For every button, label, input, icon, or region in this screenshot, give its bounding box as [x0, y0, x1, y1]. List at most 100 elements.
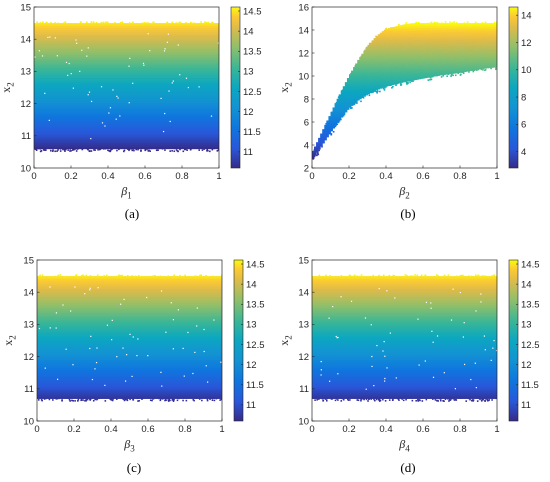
scatter-gap — [220, 361, 222, 363]
scatter-point — [330, 133, 333, 136]
scatter-point — [159, 275, 162, 278]
scatter-gap — [79, 70, 81, 72]
scatter-point — [109, 398, 112, 400]
scatter-point — [217, 149, 219, 151]
colorbar-tick-label: 12 — [521, 360, 532, 371]
scatter-point — [147, 150, 150, 152]
scatter-point — [54, 22, 57, 24]
scatter-point — [437, 275, 439, 277]
scatter-point — [402, 399, 405, 402]
scatter-point — [149, 150, 151, 152]
scatter-gap — [203, 350, 205, 353]
scatter-point — [430, 396, 432, 399]
scatter-point — [463, 22, 466, 25]
scatter-gap — [198, 86, 200, 88]
scatter-gap — [169, 120, 171, 123]
scatter-point — [474, 21, 477, 24]
scatter-point — [325, 274, 327, 277]
scatter-point — [147, 22, 150, 25]
scatter-point — [338, 277, 341, 279]
scatter-point — [161, 23, 164, 26]
scatter-point — [64, 21, 67, 23]
scatter-point — [399, 84, 402, 86]
scatter-point — [189, 148, 192, 151]
scatter-point — [130, 397, 133, 399]
scatter-point — [45, 147, 47, 150]
scatter-point — [477, 274, 479, 277]
scatter-point — [203, 147, 206, 149]
scatter-point — [455, 23, 457, 26]
scatter-point — [403, 396, 406, 399]
scatter-point — [406, 24, 409, 26]
scatter-gap — [480, 293, 482, 295]
scatter-point — [458, 276, 460, 279]
scatter-point — [484, 68, 487, 71]
scatter-point — [72, 24, 74, 27]
scatter-point — [180, 22, 182, 25]
scatter-point — [431, 398, 434, 400]
x-tick-label: 0.2 — [64, 171, 77, 182]
scatter-gap — [443, 372, 445, 374]
scatter-point — [438, 23, 441, 26]
scatter-point — [316, 154, 318, 157]
scatter-point — [201, 149, 204, 151]
scatter-point — [129, 398, 131, 401]
scatter-point — [77, 398, 80, 401]
scatter-point — [164, 277, 166, 280]
scatter-point — [135, 148, 138, 151]
scatter-point — [193, 277, 196, 280]
scatter-point — [407, 276, 409, 278]
x-tick-label: 0.8 — [453, 171, 466, 182]
scatter-point — [89, 147, 92, 150]
scatter-point — [353, 274, 356, 277]
scatter-point — [364, 277, 366, 279]
scatter-point — [493, 274, 495, 277]
axes-frame — [311, 259, 498, 422]
scatter-point — [46, 21, 48, 24]
scatter-point — [440, 22, 443, 25]
scatter-gap — [108, 112, 110, 114]
colorbar-tick-label: 11 — [521, 400, 531, 411]
scatter-point — [45, 23, 48, 25]
scatter-point — [57, 274, 59, 277]
scatter-point — [57, 149, 59, 151]
scatter-point — [77, 400, 79, 402]
scatter-point — [53, 146, 56, 149]
scatter-gap — [170, 302, 172, 304]
scatter-point — [37, 399, 40, 401]
scatter-point — [417, 399, 419, 402]
y-tick-label: 15 — [23, 255, 34, 266]
scatter-point — [50, 22, 52, 24]
scatter-gap — [462, 336, 464, 338]
scatter-point — [495, 21, 497, 23]
scatter-point — [118, 274, 120, 277]
scatter-point — [354, 101, 357, 104]
colorbar-tick-label: 12.5 — [521, 340, 540, 351]
scatter-point — [77, 397, 80, 399]
scatter-point — [493, 275, 496, 278]
scatter-point — [104, 147, 107, 150]
scatter-point — [35, 149, 38, 151]
scatter-point — [382, 398, 384, 401]
scatter-point — [341, 91, 343, 94]
y-tick-label: 14 — [20, 35, 31, 46]
scatter-point — [69, 150, 71, 152]
scatter-point — [92, 276, 94, 279]
x-tick-label: 0.4 — [379, 424, 392, 435]
scatter-point — [412, 276, 415, 278]
scatter-point — [210, 147, 213, 149]
scatter-point — [390, 84, 392, 87]
scatter-point — [350, 107, 352, 110]
scatter-point — [39, 148, 42, 150]
scatter-point — [93, 149, 95, 151]
y-tick-label: 8 — [304, 94, 309, 105]
scatter-point — [399, 25, 401, 28]
scatter-point — [469, 398, 471, 401]
scatter-point — [475, 277, 478, 280]
scatter-gap — [340, 296, 342, 298]
scatter-point — [460, 73, 462, 76]
y-axis-label: x2 — [277, 335, 294, 346]
scatter-point — [167, 275, 170, 278]
scatter-point — [358, 275, 360, 278]
scatter-point — [210, 22, 213, 24]
